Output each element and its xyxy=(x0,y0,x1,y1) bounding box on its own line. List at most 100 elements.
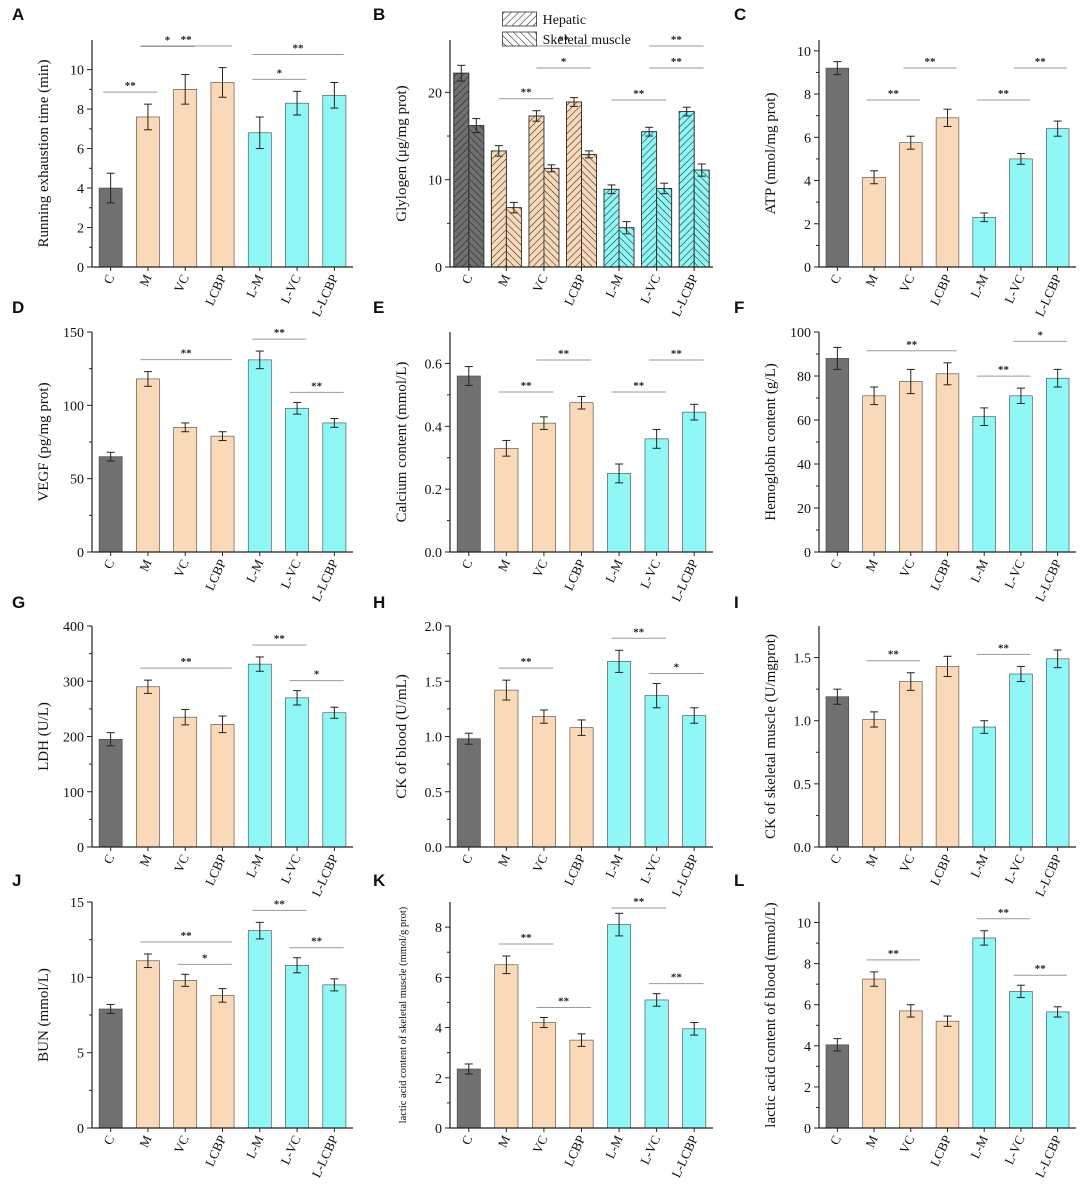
x-tick-label: LCBP xyxy=(927,1133,954,1169)
bar-c xyxy=(98,738,123,848)
bar-l-lcbp-skeletal xyxy=(693,169,710,268)
x-tick-label: C xyxy=(100,557,117,571)
y-tick-label: 1.0 xyxy=(794,715,812,730)
bar-c xyxy=(456,738,481,848)
bar-lcbp-skeletal xyxy=(581,153,597,268)
bar-l-lcbp xyxy=(682,1028,707,1129)
y-axis-title: Hemoglobin content (g/L) xyxy=(763,363,779,520)
x-tick-label: LCBP xyxy=(202,852,229,888)
bar-c xyxy=(825,358,850,553)
bar-l-vc xyxy=(1009,158,1033,268)
y-tick-label: 10 xyxy=(797,45,811,60)
panel-label: E xyxy=(373,298,384,317)
x-tick-label: VC xyxy=(529,852,550,875)
x-tick-label: M xyxy=(862,1133,881,1150)
x-tick-label: C xyxy=(100,272,117,286)
bar-m-hepatic xyxy=(490,150,507,268)
x-tick-label: LCBP xyxy=(561,272,588,308)
x-tick-label: VC xyxy=(171,1133,192,1156)
bar-c xyxy=(456,1068,481,1129)
y-tick-label: 150 xyxy=(63,326,84,341)
x-tick-label: C xyxy=(827,557,844,571)
panel-k: K 0 2 4 6 8 C M VC LCBP L-M L-VC L-LCBP lactic acid c… xyxy=(373,871,713,1180)
y-tick-label: 4 xyxy=(77,182,84,197)
bar-lcbp xyxy=(935,1020,960,1129)
significance-marker: ** xyxy=(633,626,645,638)
y-tick-label: 400 xyxy=(63,620,84,635)
x-tick-label: L-LCBP xyxy=(309,557,342,604)
bar-vc xyxy=(531,716,556,848)
x-tick-label: C xyxy=(458,557,475,571)
bar-l-lcbp xyxy=(322,712,347,848)
bar-lcbp xyxy=(569,727,594,848)
significance-marker: ** xyxy=(274,633,286,645)
x-tick-label: L-M xyxy=(967,557,991,585)
x-tick-label: LCBP xyxy=(202,1133,229,1169)
significance-marker: * xyxy=(202,952,208,964)
x-tick-label: L-M xyxy=(602,272,626,300)
x-tick-label: L-VC xyxy=(1001,852,1027,886)
x-tick-label: L-VC xyxy=(637,852,663,886)
x-tick-label: L-VC xyxy=(277,557,303,591)
y-tick-label: 6 xyxy=(77,143,84,158)
bar-c xyxy=(456,375,481,553)
bar-l-vc xyxy=(285,407,309,553)
y-tick-label: 2 xyxy=(77,222,84,237)
significance-marker: ** xyxy=(671,972,683,984)
bar-m xyxy=(494,447,519,553)
bar-l-m xyxy=(972,937,996,1129)
y-tick-label: 2.0 xyxy=(425,620,443,635)
y-tick-label: 10 xyxy=(70,971,84,986)
x-tick-label: LCBP xyxy=(927,272,954,308)
significance-marker: ** xyxy=(633,380,645,392)
bar-l-vc xyxy=(644,438,669,553)
panel-label: C xyxy=(734,5,746,24)
bar-l-vc xyxy=(285,697,309,848)
y-tick-label: 0 xyxy=(804,1122,811,1137)
x-tick-label: M xyxy=(495,852,514,869)
bar-l-lcbp xyxy=(682,715,707,848)
panel-label: H xyxy=(373,593,385,612)
bar-l-lcbp xyxy=(322,94,347,268)
y-tick-label: 0.5 xyxy=(425,786,443,801)
y-tick-label: 100 xyxy=(63,399,84,414)
x-tick-label: C xyxy=(458,852,475,866)
x-tick-label: M xyxy=(495,1133,514,1150)
bar-l-m xyxy=(607,661,632,848)
significance-marker: ** xyxy=(906,339,918,351)
bar-m xyxy=(136,116,160,268)
bar-c xyxy=(98,456,123,553)
y-tick-label: 4 xyxy=(804,1040,811,1055)
x-tick-label: L-VC xyxy=(637,1133,663,1167)
significance-marker: ** xyxy=(888,948,900,960)
y-tick-label: 1.0 xyxy=(425,731,443,746)
bar-lcbp xyxy=(569,402,594,553)
y-axis-title: lactic acid content of blood (mmol/L) xyxy=(763,902,779,1127)
y-tick-label: 20 xyxy=(428,86,442,101)
x-tick-label: C xyxy=(827,1133,844,1147)
bar-c xyxy=(825,67,850,268)
bar-vc xyxy=(531,422,556,553)
bar-vc xyxy=(899,681,923,848)
y-tick-label: 0 xyxy=(435,1122,442,1137)
bar-l-m xyxy=(247,930,272,1129)
significance-marker: ** xyxy=(558,34,570,46)
bar-l-vc xyxy=(1009,395,1033,553)
bar-lcbp xyxy=(935,117,960,268)
bar-l-lcbp xyxy=(1045,377,1070,553)
bar-l-vc-skeletal xyxy=(656,188,673,268)
y-tick-label: 1.5 xyxy=(794,652,812,667)
y-tick-label: 4 xyxy=(435,1022,442,1037)
bar-l-m xyxy=(972,216,996,268)
bar-l-m xyxy=(247,132,272,268)
significance-marker: ** xyxy=(1035,963,1047,975)
x-tick-label: L-LCBP xyxy=(1032,557,1065,604)
panel-label: D xyxy=(12,298,24,317)
bar-vc xyxy=(899,1010,923,1129)
bar-l-m xyxy=(247,663,272,848)
significance-marker: ** xyxy=(558,348,570,360)
bar-l-m xyxy=(247,359,272,553)
panel-label: F xyxy=(734,298,744,317)
y-axis-title: BUN (mmol/L) xyxy=(36,968,52,1062)
